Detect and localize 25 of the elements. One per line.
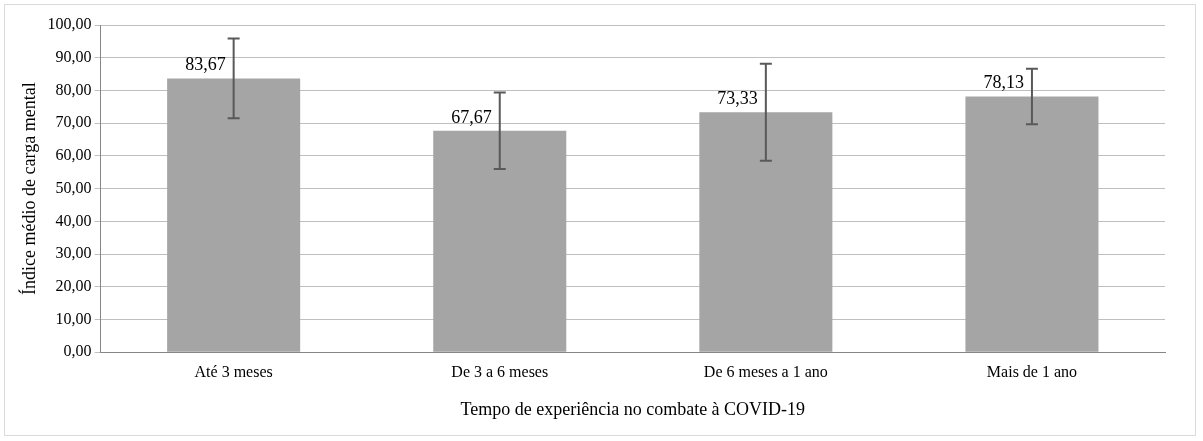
y-tick-label: 40,00 — [55, 211, 92, 229]
bar — [433, 130, 567, 352]
bar — [167, 78, 301, 352]
data-label: 67,67 — [451, 106, 492, 127]
y-tick-label: 70,00 — [55, 113, 92, 131]
bar — [965, 96, 1099, 352]
y-tick-label: 50,00 — [55, 178, 92, 196]
y-tick-label: 10,00 — [55, 309, 92, 327]
x-axis-title: Tempo de experiência no combate à COVID-19 — [460, 398, 806, 419]
x-tick-label: Mais de 1 ano — [986, 363, 1078, 380]
y-tick-label: 20,00 — [55, 276, 92, 294]
data-label: 78,13 — [983, 72, 1024, 93]
y-axis-title: Índice médio de carga mental — [17, 82, 39, 295]
x-tick-label: Até 3 meses — [194, 363, 273, 380]
bar — [699, 112, 833, 352]
y-tick-label: 0,00 — [63, 342, 92, 360]
y-tick-label: 30,00 — [55, 244, 92, 262]
y-tick-label: 90,00 — [55, 47, 92, 65]
y-tick-label: 60,00 — [55, 146, 92, 164]
x-tick-label: De 3 a 6 meses — [451, 363, 549, 380]
x-tick-label: De 6 meses a 1 ano — [703, 363, 828, 380]
data-label: 83,67 — [185, 54, 226, 75]
data-label: 73,33 — [717, 88, 758, 108]
y-tick-label: 80,00 — [55, 80, 92, 98]
y-tick-label: 100,00 — [47, 15, 92, 33]
